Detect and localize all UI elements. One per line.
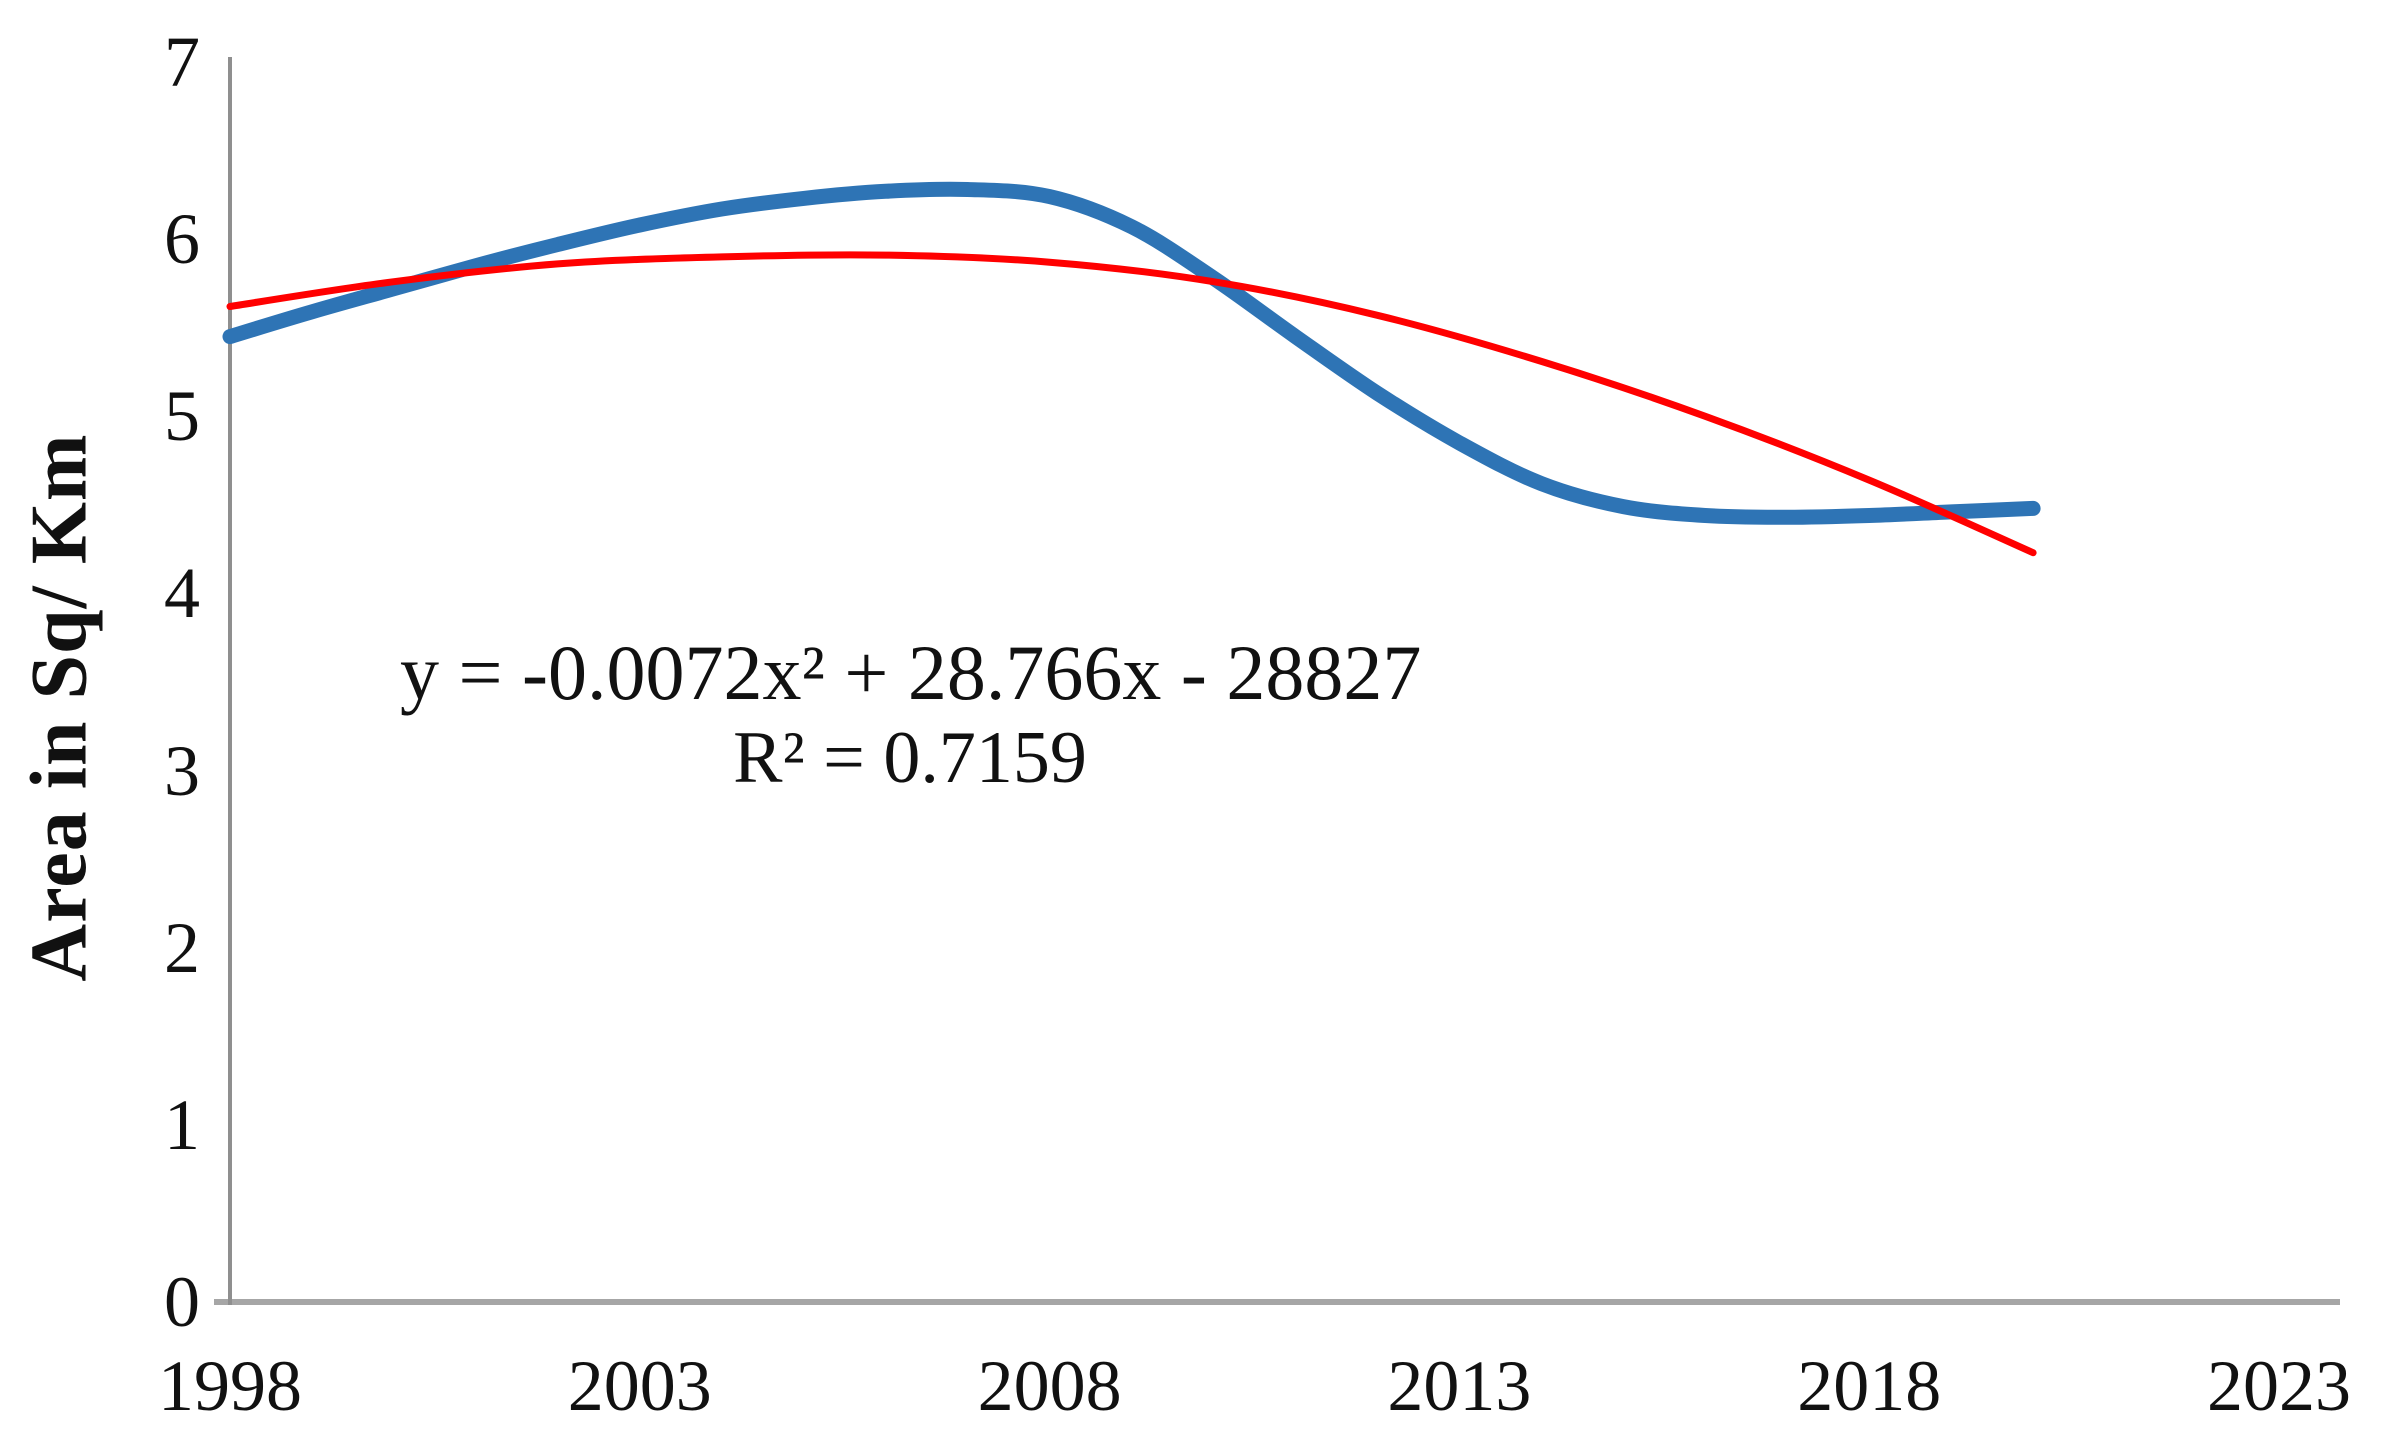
x-tick-label: 2023 — [2207, 1346, 2351, 1426]
y-axis-title: Area in Sq/ Km — [15, 433, 104, 982]
y-tick-label: 6 — [164, 199, 200, 280]
y-tick-label: 5 — [164, 376, 200, 457]
y-tick-label: 4 — [164, 553, 200, 634]
y-tick-label: 0 — [164, 1262, 200, 1342]
x-tick-label: 2003 — [567, 1346, 712, 1426]
r-squared-value: R² = 0.7159 — [733, 717, 1087, 799]
trendline-equation: y = -0.0072x² + 28.766x - 28827 — [400, 629, 1422, 716]
series-line-trendline — [226, 251, 2037, 557]
x-tick-label: 1998 — [158, 1346, 302, 1426]
series-line-area — [222, 181, 2041, 525]
x-tick-label: 2013 — [1387, 1346, 1532, 1426]
y-tick-label: 2 — [164, 907, 200, 988]
trendline-annotation: y = -0.0072x² + 28.766x - 28827 R² = 0.7… — [400, 629, 1422, 800]
y-tick-label: 7 — [164, 22, 200, 102]
x-tick-label: 2018 — [1797, 1346, 1942, 1426]
y-tick-label: 3 — [164, 730, 200, 811]
x-tick-label: 2008 — [977, 1346, 1122, 1426]
series-group — [222, 181, 2041, 557]
y-tick-label: 1 — [164, 1084, 200, 1165]
